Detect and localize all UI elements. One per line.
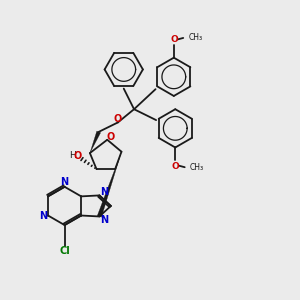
Text: O: O [74,151,82,160]
Polygon shape [90,131,101,153]
Text: CH₃: CH₃ [190,163,204,172]
Text: N: N [100,215,108,225]
Text: O: O [114,114,122,124]
Text: N: N [61,177,69,188]
Text: Cl: Cl [59,246,70,256]
Text: O: O [170,34,178,43]
Text: CH₃: CH₃ [188,33,203,42]
Text: H: H [69,151,76,160]
Text: N: N [100,188,108,197]
Text: O: O [107,132,115,142]
Polygon shape [97,152,122,217]
Text: O: O [171,162,179,171]
Text: N: N [40,211,48,220]
